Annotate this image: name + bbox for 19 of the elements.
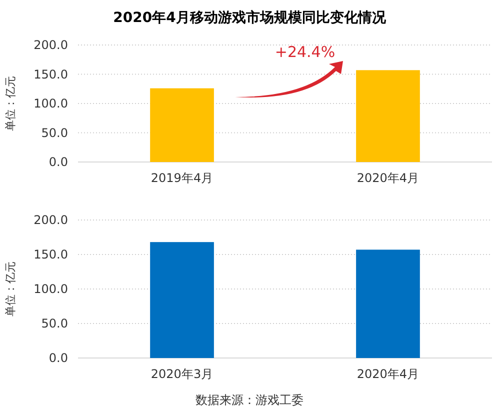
x-tick-label: 2019年4月 [150, 171, 214, 185]
x-tick-label: 2020年4月 [356, 171, 420, 185]
y-tick-label: 100.0 [34, 96, 68, 111]
y-tick-label: 150.0 [34, 248, 68, 262]
annotation: +24.4% [274, 43, 336, 61]
y-tick-label: 0.0 [48, 155, 68, 170]
y-tick-label: 100.0 [34, 282, 68, 296]
y-tick-label: 200.0 [34, 213, 68, 228]
y-tick-label: 50.0 [41, 126, 68, 140]
y-tick-label: 0.0 [48, 351, 68, 366]
chart-title: 2020年4月移动游戏市场规模同比变化情况 [113, 9, 387, 26]
y-tick-label: 150.0 [34, 67, 68, 82]
x-tick-label: 2020年4月 [356, 367, 420, 381]
y-tick-label: 200.0 [34, 38, 68, 52]
y-tick-label: 50.0 [41, 316, 68, 331]
x-tick-label: 2020年3月 [150, 367, 214, 381]
y-axis-title: 单位：亿元 [4, 76, 17, 131]
y-axis-title: 单位：亿元 [4, 262, 17, 316]
source-note: 数据来源：游戏工委 [196, 393, 304, 407]
